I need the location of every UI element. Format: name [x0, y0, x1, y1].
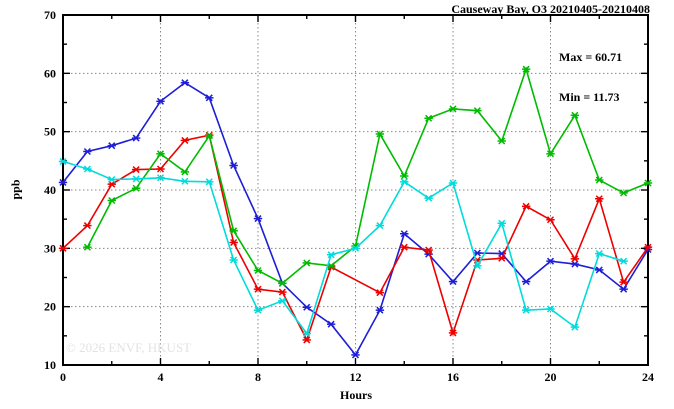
x-axis-title: Hours: [339, 388, 372, 402]
x-tick-label: 16: [447, 370, 459, 384]
plot-border: [62, 14, 649, 366]
y-axis-title: ppb: [8, 179, 23, 200]
y-tick-label: 10: [44, 358, 56, 372]
max-min-legend: Max = 60.71 Min = 11.73: [559, 25, 622, 130]
watermark-text: © 2026 ENVF, HKUST: [66, 340, 192, 355]
x-tick-label: 8: [255, 370, 261, 384]
y-tick-label: 70: [44, 8, 56, 22]
x-tick-label: 0: [60, 370, 66, 384]
chart-title: Causeway Bay, O3 20210405-20210408: [451, 2, 650, 16]
y-tick-label: 40: [44, 183, 56, 197]
x-tick-label: 4: [158, 370, 164, 384]
y-tick-label: 20: [44, 300, 56, 314]
y-tick-label: 30: [44, 241, 56, 255]
series-cyan-line: [62, 160, 624, 336]
x-tick-label: 12: [350, 370, 362, 384]
series-green-line: [86, 66, 649, 285]
y-tick-label: 50: [44, 125, 56, 139]
max-value-label: Max = 60.71: [559, 50, 623, 64]
series-red-line: [62, 134, 649, 342]
y-tick-label: 60: [44, 66, 56, 80]
min-value-label: Min = 11.73: [559, 90, 620, 104]
x-tick-label: 20: [545, 370, 557, 384]
x-tick-label: 24: [642, 370, 654, 384]
